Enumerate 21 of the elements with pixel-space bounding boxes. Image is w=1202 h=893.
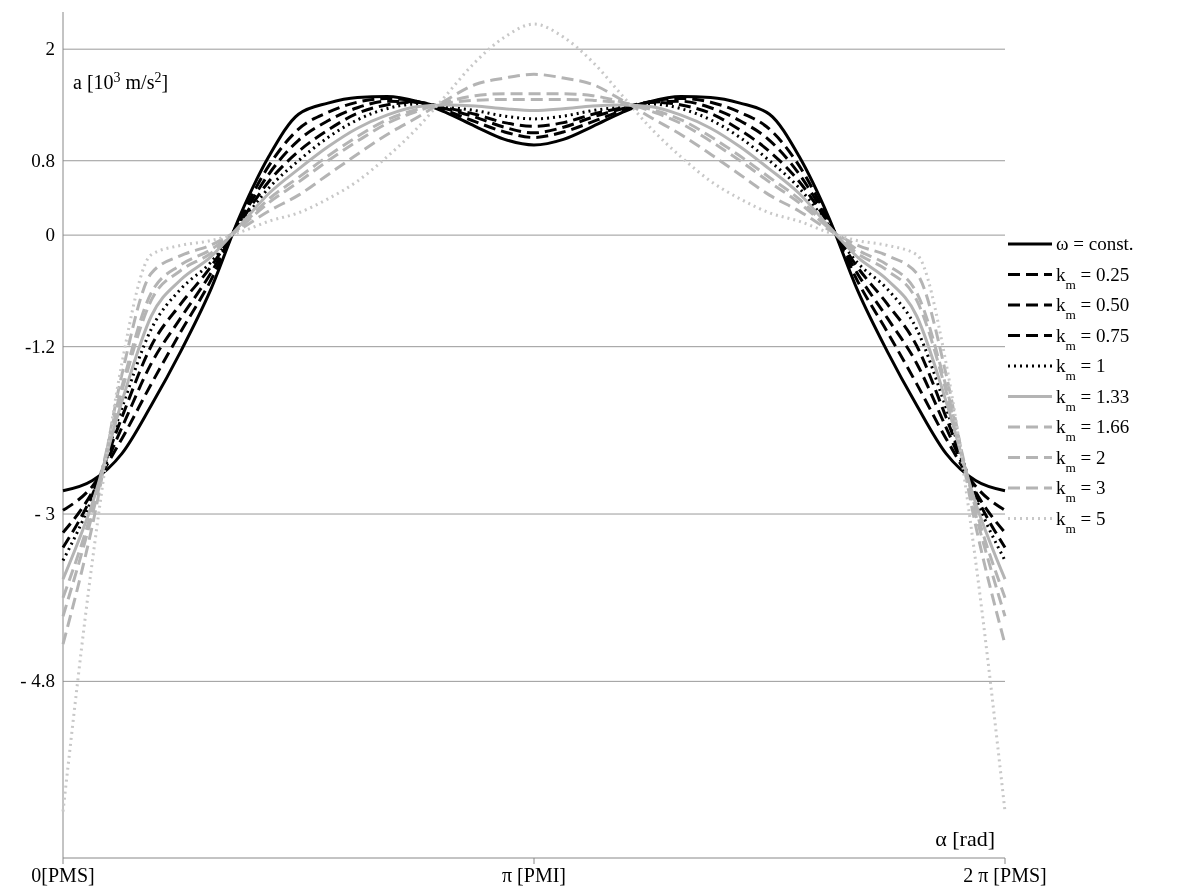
y-tick-label: 0.8 (31, 149, 55, 171)
y-tick-label: -1.2 (24, 335, 55, 357)
x-tick-label: 2 π [PMS] (963, 864, 1047, 886)
legend-label: k$_{m}$ = 1.66 (1056, 416, 1130, 444)
legend-label: k$_{m}$ = 0.25 (1056, 263, 1130, 291)
legend-label: k$_{m}$ = 3 (1056, 477, 1106, 505)
legend-label: k$_{m}$ = 1.33 (1056, 385, 1130, 413)
legend-label: k$_{m}$ = 1 (1056, 355, 1106, 383)
x-tick-label: 0[PMS] (31, 864, 95, 886)
x-tick-label: π [PMI] (502, 864, 566, 886)
legend-label: k$_{m}$ = 0.50 (1056, 294, 1130, 322)
legend-label: k$_{m}$ = 5 (1056, 507, 1106, 535)
legend-label: ω = const. (1056, 233, 1134, 254)
legend-label: k$_{m}$ = 0.75 (1056, 324, 1130, 352)
x-axis-title: α [rad] (935, 826, 995, 851)
y-tick-label: - 3 (34, 503, 55, 525)
y-axis-title: a [10$^{3}$ m/s$^{2}$] (73, 69, 169, 94)
y-tick-label: - 4.8 (20, 670, 55, 692)
y-tick-label: 0 (45, 224, 55, 246)
legend-label: k$_{m}$ = 2 (1056, 446, 1106, 474)
y-tick-label: 2 (45, 38, 55, 60)
